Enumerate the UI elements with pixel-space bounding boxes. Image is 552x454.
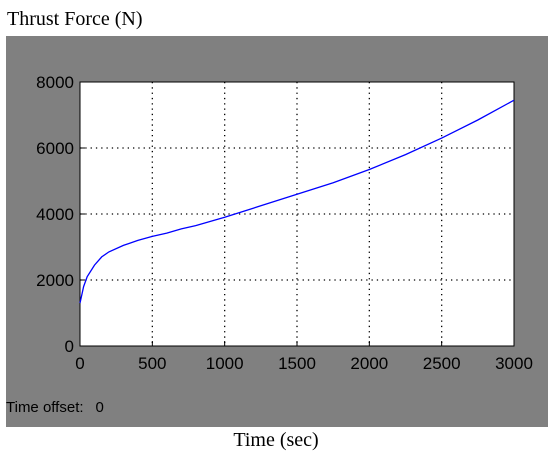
y-tick-label: 6000 <box>36 139 74 158</box>
chart-title: Thrust Force (N) <box>7 8 143 30</box>
x-axis-caption: Time (sec) <box>233 429 319 451</box>
time-offset: Time offset: 0 <box>6 399 104 416</box>
x-tick-label: 0 <box>75 354 84 373</box>
x-tick-label: 3000 <box>495 354 533 373</box>
x-tick-label: 2000 <box>350 354 388 373</box>
axis-ticks: 0 500 1000 1500 2000 2500 3000 0 2000 4000 6000 800… <box>36 73 533 373</box>
x-tick-label: 1000 <box>206 354 244 373</box>
y-tick-label: 4000 <box>36 205 74 224</box>
thrust-series-line <box>79 99 515 304</box>
plot-area <box>79 81 515 347</box>
x-tick-label: 1500 <box>278 354 316 373</box>
time-offset-value: 0 <box>95 399 104 416</box>
series-group <box>79 99 515 304</box>
y-tick-label: 0 <box>65 337 74 356</box>
y-tick-label: 2000 <box>36 271 74 290</box>
y-tick-label: 8000 <box>36 73 74 92</box>
x-tick-label: 500 <box>138 354 166 373</box>
time-offset-label: Time offset: <box>6 399 84 416</box>
grid-lines <box>80 82 514 346</box>
x-tick-label: 2500 <box>423 354 461 373</box>
